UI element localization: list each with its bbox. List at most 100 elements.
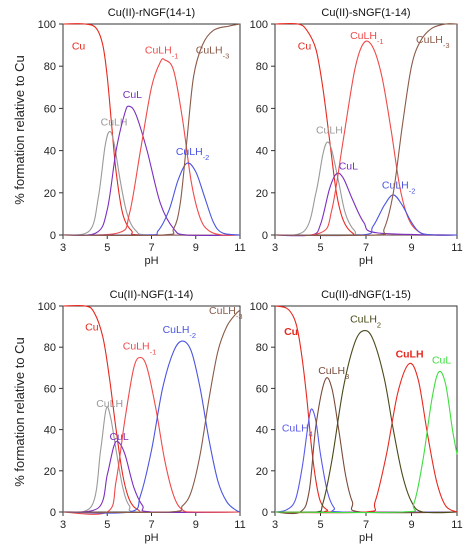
chart-title: Cu(II)-NGF(1-14) (110, 289, 194, 301)
series-label-subscript: -1 (150, 347, 157, 356)
y-axis-label-bottom: % formation relative to Cu (12, 337, 27, 487)
series-line-culh-3 (62, 309, 241, 514)
series-line-cul (274, 370, 458, 514)
x-tick-label: 11 (451, 242, 462, 254)
y-tick-label: 100 (38, 19, 56, 31)
series-label-culh-1: CuLH-1 (350, 30, 384, 46)
series-line-culh-3 (274, 23, 458, 237)
x-tick-label: 11 (451, 519, 462, 531)
x-tick-label: 5 (317, 242, 323, 254)
series-label-cul: CuL (123, 89, 142, 101)
x-tick-label: 7 (363, 242, 369, 254)
x-tick-label: 7 (363, 519, 369, 531)
series-line-cul (62, 105, 241, 237)
y-tick-label: 60 (256, 383, 268, 395)
y-tick-label: 40 (256, 425, 268, 437)
series-label-culh4: CuLH4 (282, 423, 313, 439)
series-line-culh-2 (62, 340, 241, 514)
x-tick-label: 7 (148, 242, 154, 254)
y-tick-label: 40 (44, 146, 56, 158)
chart-panel-1: Cu(II)-rNGF(14-1) 3 5 7 9 11 0 20 40 60 80 100 pH Cu C… (38, 7, 246, 267)
series-label-subscript: -2 (189, 330, 196, 339)
x-axis-label: pH (144, 255, 158, 267)
y-tick-label: 40 (44, 425, 56, 437)
x-tick-label: 9 (193, 242, 199, 254)
plot-frame (274, 23, 458, 236)
chart-title: Cu(II)-sNGF(1-14) (321, 7, 410, 19)
x-tick-label: 11 (234, 519, 245, 531)
series-label-subscript: 2 (377, 320, 381, 329)
plot-frame (274, 305, 458, 513)
series-label-subscript: -3 (236, 312, 243, 321)
y-axis-label-top: % formation relative to Cu (12, 55, 27, 205)
chart-panel-2: Cu(II)-sNGF(1-14) 3 5 7 9 11 0 20 40 60 80 100 pH Cu C… (250, 7, 463, 267)
y-tick-label: 20 (44, 188, 56, 200)
series-label-culh: CuLH (396, 349, 424, 361)
series-label-cul: CuL (109, 431, 128, 443)
x-axis-label: pH (359, 255, 373, 267)
x-tick-label: 3 (60, 519, 66, 531)
x-tick-label: 5 (104, 519, 110, 531)
x-tick-label: 7 (148, 519, 154, 531)
series-line-cu (62, 23, 241, 236)
y-tick-label: 0 (50, 507, 56, 519)
series-line-cul (274, 172, 458, 237)
x-tick-label: 11 (234, 242, 245, 254)
series-label-subscript: -1 (172, 51, 179, 60)
x-tick-label: 3 (272, 519, 278, 531)
series-label-culh3: CuLH3 (318, 365, 349, 381)
y-tick-label: 60 (44, 383, 56, 395)
series-label-subscript: -1 (377, 36, 384, 45)
y-tick-label: 0 (50, 230, 56, 242)
y-tick-label: 80 (44, 342, 56, 354)
series-label-subscript: -3 (443, 40, 450, 49)
chart-panel-4: Cu(II)-dNGF(1-15) 3 5 7 9 11 0 20 40 60 80 100 pH Cu C… (250, 289, 463, 544)
series-label-culh2: CuLH2 (350, 313, 381, 329)
series-line-culh-2 (62, 162, 241, 236)
y-tick-label: 20 (44, 466, 56, 478)
plot-frame (62, 305, 241, 513)
series-label-culh-2: CuLH-2 (382, 180, 416, 196)
series-line-cul (62, 440, 241, 514)
x-tick-label: 5 (317, 519, 323, 531)
y-tick-label: 0 (262, 507, 268, 519)
series-line-culh-3 (62, 23, 241, 237)
series-line-cu (274, 305, 458, 513)
y-tick-label: 20 (256, 188, 268, 200)
y-tick-label: 80 (256, 61, 268, 73)
x-axis-label: pH (144, 532, 158, 544)
series-label-culh-3: CuLH-3 (416, 34, 450, 50)
series-label-cul: CuL (339, 161, 358, 173)
x-tick-label: 9 (408, 519, 414, 531)
series-label-culh: CuLH (316, 125, 343, 137)
series-label-cul: CuL (432, 355, 451, 367)
series-line-culh (62, 406, 241, 514)
series-label-cu: Cu (298, 40, 312, 52)
x-tick-label: 3 (60, 242, 66, 254)
x-tick-label: 3 (272, 242, 278, 254)
series-line-cu (274, 22, 458, 236)
series-label-culh-2: CuLH-2 (163, 324, 197, 340)
y-tick-label: 60 (256, 103, 268, 115)
series-label-subscript: -2 (409, 186, 416, 195)
series-label-cu: Cu (85, 322, 99, 334)
series-label-subscript: 3 (345, 371, 349, 380)
series-line-culh (62, 130, 241, 236)
series-label-culh: CuLH (101, 116, 128, 128)
y-tick-label: 60 (44, 103, 56, 115)
chart-title: Cu(II)-rNGF(14-1) (108, 7, 195, 19)
chart-panel-3: Cu(II)-NGF(1-14) 3 5 7 9 11 0 20 40 60 80 100 pH Cu Cu… (38, 289, 246, 544)
y-tick-label: 100 (250, 301, 268, 313)
y-tick-label: 40 (256, 146, 268, 158)
series-label-subscript: -3 (223, 51, 230, 60)
y-tick-label: 100 (250, 19, 268, 31)
series-line-culh (274, 362, 458, 514)
series-line-culh4 (274, 408, 458, 513)
x-axis-label: pH (359, 532, 373, 544)
y-tick-label: 100 (38, 301, 56, 313)
x-tick-label: 9 (408, 242, 414, 254)
chart-title: Cu(II)-dNGF(1-15) (321, 289, 411, 301)
series-label-subscript: -2 (203, 152, 210, 161)
series-label-culh-1: CuLH-1 (123, 340, 157, 356)
